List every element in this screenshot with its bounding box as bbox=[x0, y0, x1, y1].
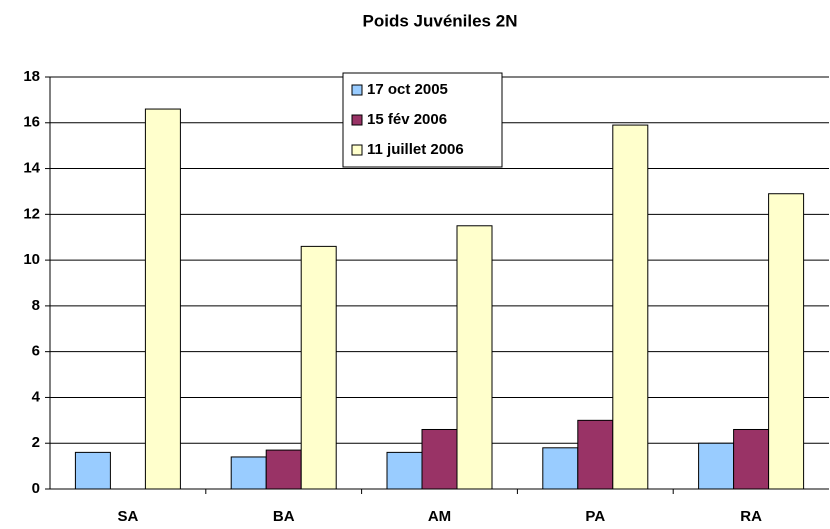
legend-label: 11 juillet 2006 bbox=[367, 141, 464, 158]
legend-swatch bbox=[351, 144, 363, 156]
bar bbox=[421, 428, 458, 490]
y-tick-label: 18 bbox=[23, 68, 40, 85]
bar bbox=[230, 456, 267, 490]
chart-title: Poids Juvéniles 2N bbox=[363, 11, 518, 30]
y-tick-label: 4 bbox=[32, 388, 41, 405]
bar bbox=[612, 124, 649, 490]
bar bbox=[456, 225, 493, 490]
bar bbox=[386, 451, 423, 490]
y-tick-label: 0 bbox=[32, 480, 40, 497]
bar bbox=[144, 108, 181, 490]
legend-swatch bbox=[351, 84, 363, 96]
y-tick-label: 14 bbox=[23, 160, 40, 177]
legend-label: 15 fév 2006 bbox=[367, 111, 447, 128]
bar bbox=[768, 193, 805, 490]
x-tick-label: SA bbox=[117, 508, 138, 525]
bar bbox=[577, 419, 614, 490]
y-tick-label: 10 bbox=[23, 251, 40, 268]
bar bbox=[74, 451, 111, 490]
x-tick-label: BA bbox=[273, 508, 295, 525]
bar bbox=[300, 245, 337, 490]
legend-box bbox=[342, 72, 503, 168]
legend-swatch bbox=[351, 114, 363, 126]
y-tick-label: 8 bbox=[32, 297, 40, 314]
y-tick-label: 6 bbox=[32, 343, 40, 360]
bar bbox=[542, 447, 579, 490]
x-tick-label: AM bbox=[428, 508, 451, 525]
y-tick-label: 12 bbox=[23, 205, 40, 222]
bar bbox=[265, 449, 302, 490]
bar bbox=[698, 442, 735, 490]
x-tick-label: PA bbox=[585, 508, 605, 525]
y-tick-label: 2 bbox=[32, 434, 40, 451]
legend-label: 17 oct 2005 bbox=[367, 81, 448, 98]
y-tick-label: 16 bbox=[23, 114, 40, 131]
x-tick-label: RA bbox=[740, 508, 762, 525]
bar bbox=[733, 428, 770, 490]
